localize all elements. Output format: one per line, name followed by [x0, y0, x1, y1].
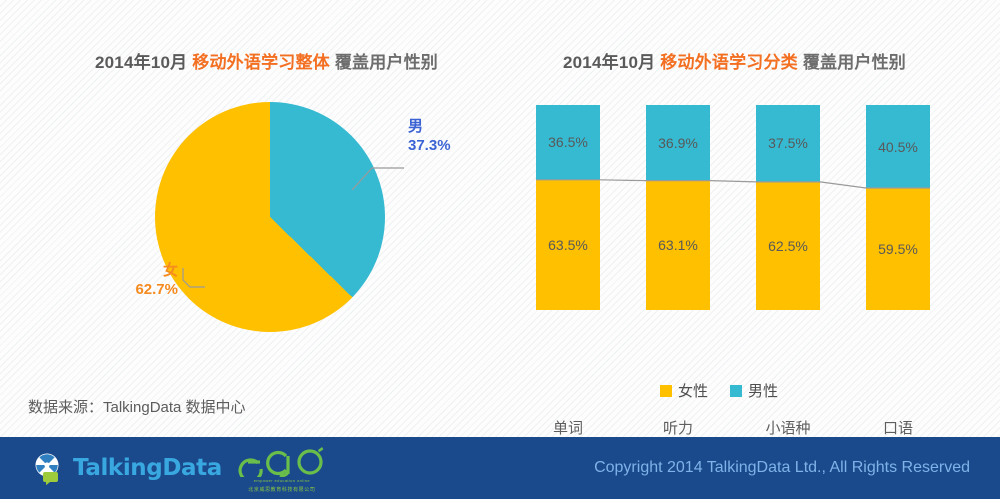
pie-label-male-name: 男	[408, 118, 424, 135]
bar-segment-male: 40.5%	[866, 105, 930, 189]
bar-segment-female: 59.5%	[866, 188, 930, 310]
copyright-text: Copyright 2014 TalkingData Ltd., All Rig…	[594, 459, 970, 476]
bar-category-label: 听力	[662, 420, 693, 437]
bar-value-female: 63.1%	[658, 237, 698, 254]
bar-category-label: 小语种	[765, 420, 811, 437]
bar-segment-male: 37.5%	[756, 105, 820, 182]
pie-label-female-value: 62.7%	[135, 280, 178, 298]
bar-column: 36.9% 63.1%	[646, 105, 710, 310]
talkingdata-logo: TalkingData	[32, 451, 222, 485]
bar-segment-male: 36.5%	[536, 105, 600, 180]
bar-category-label: 单词	[552, 420, 583, 437]
ego-company-name: 北京威思教育科技有限公司	[248, 487, 316, 493]
source-note: 数据来源：TalkingData 数据中心	[28, 399, 246, 416]
pie-label-female: 女 62.7%	[100, 262, 178, 300]
legend-item-female[interactable]: 女性	[660, 380, 708, 401]
bar-category-label: 口语	[882, 420, 913, 437]
chart-legend: 女性 男性	[660, 380, 778, 401]
pie-label-female-name: 女	[162, 262, 178, 279]
title-left-suffix: 覆盖用户性别	[334, 53, 439, 72]
title-left-date: 2014年10月	[95, 53, 188, 72]
bar-segment-female: 62.5%	[756, 181, 820, 310]
pie-label-male-value: 37.3%	[408, 136, 451, 154]
pie-slices	[155, 102, 385, 332]
bar-value-female: 59.5%	[878, 241, 918, 257]
title-right-date: 2014年10月	[563, 53, 656, 72]
ego-logo: empower education online 北京威思教育科技有限公司	[236, 445, 328, 493]
ego-tagline: empower education online	[253, 478, 311, 483]
footer-bar: TalkingData empower education online 北京威	[0, 437, 1000, 499]
talkingdata-pinwheel-icon	[35, 453, 59, 485]
bar-column: 36.5% 63.5%	[536, 105, 600, 310]
legend-item-male[interactable]: 男性	[730, 380, 778, 401]
page-title-right: 2014年10月 移动外语学习分类 覆盖用户性别	[563, 48, 906, 73]
pie-chart	[155, 102, 385, 332]
bar-value-male: 36.9%	[658, 134, 698, 151]
pie-leader-lines	[182, 167, 404, 288]
bar-value-female: 63.5%	[548, 236, 588, 253]
bar-value-female: 62.5%	[768, 237, 808, 254]
pie-label-male: 男 37.3%	[408, 118, 451, 156]
ego-wordmark-icon	[238, 447, 324, 477]
legend-label-female: 女性	[678, 383, 709, 400]
bar-column: 37.5% 62.5%	[756, 105, 820, 310]
title-left-highlight: 移动外语学习整体	[192, 53, 330, 72]
bar-value-male: 37.5%	[768, 135, 808, 152]
page-title-left: 2014年10月 移动外语学习整体 覆盖用户性别	[95, 48, 438, 73]
bar-value-male: 36.5%	[548, 134, 588, 151]
bar-column: 40.5% 59.5%	[866, 105, 930, 310]
title-right-highlight: 移动外语学习分类	[660, 53, 798, 72]
bar-segment-male: 36.9%	[646, 105, 710, 181]
bar-segment-female: 63.5%	[536, 179, 600, 310]
legend-label-male: 男性	[748, 383, 779, 400]
footer-logos: TalkingData empower education online 北京威	[32, 437, 328, 499]
bar-value-male: 40.5%	[878, 138, 918, 155]
bar-segment-female: 63.1%	[646, 180, 710, 310]
stacked-bar-chart: 36.5% 63.5% 单词 36.9% 63.1% 听力 37.5% 62.5% 小语种 40.…	[520, 95, 950, 437]
legend-swatch-male	[730, 384, 743, 397]
talkingdata-wordmark: TalkingData	[73, 455, 222, 481]
title-right-suffix: 覆盖用户性别	[802, 53, 907, 72]
legend-swatch-female	[660, 384, 672, 397]
